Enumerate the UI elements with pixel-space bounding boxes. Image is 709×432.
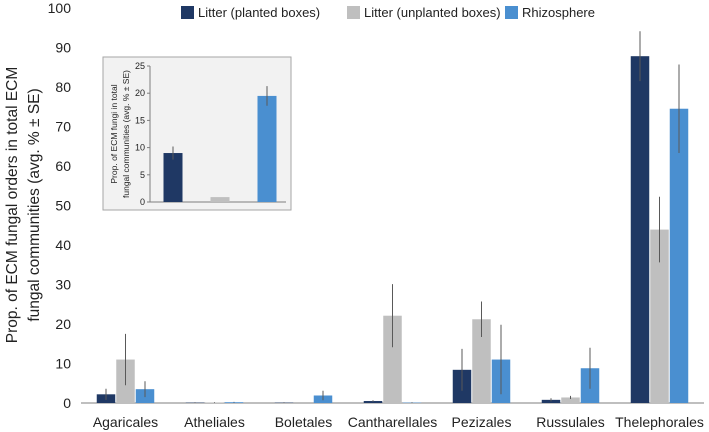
bar-russulales-litter-unplanted-boxes (561, 397, 580, 403)
y-axis-title-line-2: fungal communities (avg. % ± SE) (26, 88, 43, 321)
bar-cantharellales-litter-unplanted-boxes (383, 315, 402, 403)
inset-y-title-line-1: Prop. of ECM fungi in total (109, 84, 119, 183)
legend: Litter (planted boxes) Litter (unplanted… (181, 5, 595, 20)
bar-pezizales-litter-unplanted-boxes (472, 319, 491, 403)
inset-y-tick-label-15: 15 (135, 115, 145, 125)
y-tick-label-80: 80 (55, 79, 71, 95)
legend-swatch-litter-unplanted (347, 6, 360, 19)
inset-y-tick-label-5: 5 (140, 170, 145, 180)
y-tick-label-60: 60 (55, 158, 71, 174)
y-tick-label-0: 0 (63, 395, 71, 411)
legend-label-litter-planted: Litter (planted boxes) (198, 5, 320, 20)
legend-label-litter-unplanted: Litter (unplanted boxes) (364, 5, 501, 20)
bar-cantharellales-litter-planted-boxes (363, 401, 383, 403)
y-tick-label-50: 50 (55, 198, 71, 214)
inset-bar-rhizosphere (257, 95, 277, 202)
main-bars (96, 31, 689, 403)
y-tick-label-10: 10 (55, 356, 71, 372)
inset-bar-litter-planted-boxes (163, 153, 183, 202)
legend-swatch-litter-planted (181, 6, 194, 19)
y-tick-label-20: 20 (55, 316, 71, 332)
inset-y-tick-label-0: 0 (140, 197, 145, 207)
inset-y-tick-label-25: 25 (135, 61, 145, 71)
x-tick-label-thelephorales: Thelephorales (615, 414, 704, 430)
bar-thelephorales-rhizosphere (669, 108, 689, 403)
x-tick-label-russulales: Russulales (536, 414, 604, 430)
legend-label-rhizosphere: Rhizosphere (522, 5, 595, 20)
inset-bars (163, 86, 277, 202)
y-axis-title-line-1: Prop. of ECM fungal orders in total ECM (4, 67, 21, 344)
bar-thelephorales-litter-planted-boxes (630, 56, 650, 403)
y-tick-label-40: 40 (55, 237, 71, 253)
y-tick-label-70: 70 (55, 119, 71, 135)
y-tick-label-30: 30 (55, 277, 71, 293)
x-tick-label-atheliales: Atheliales (184, 414, 245, 430)
x-tick-label-agaricales: Agaricales (93, 414, 158, 430)
x-tick-label-cantharellales: Cantharellales (348, 414, 438, 430)
x-tick-label-boletales: Boletales (275, 414, 333, 430)
inset-y-tick-label-10: 10 (135, 143, 145, 153)
y-tick-label-100: 100 (48, 0, 72, 16)
inset-bar-litter-unplanted-boxes (210, 197, 230, 202)
inset-axes: 0 5 10 15 20 25 (135, 61, 286, 207)
inset-chart: Prop. of ECM fungi in total fungal commu… (102, 56, 292, 211)
x-tick-label-pezizales: Pezizales (452, 414, 512, 430)
inset-y-tick-label-20: 20 (135, 88, 145, 98)
y-tick-label-90: 90 (55, 40, 71, 56)
bar-thelephorales-litter-unplanted-boxes (650, 229, 669, 403)
inset-y-title-line-2: fungal communities (avg. % ± SE) (121, 70, 131, 198)
legend-swatch-rhizosphere (505, 6, 518, 19)
